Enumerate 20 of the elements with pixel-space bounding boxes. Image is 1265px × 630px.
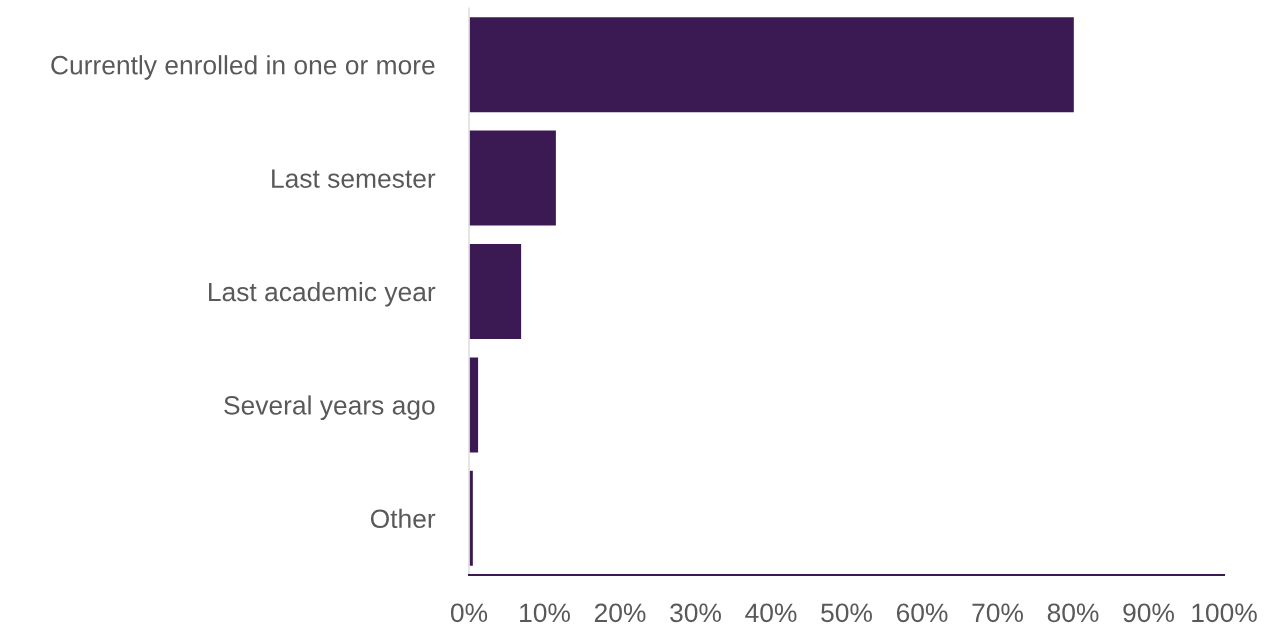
- x-tick-label: 20%: [594, 603, 646, 623]
- bar: [469, 242, 523, 341]
- x-tick-label: 70%: [972, 603, 1023, 623]
- x-tick-label: 0%: [450, 603, 488, 623]
- x-tick-label: 50%: [821, 603, 872, 623]
- bar: [469, 15, 1076, 114]
- x-tick-label: 30%: [670, 603, 721, 623]
- x-tick-label: 80%: [1047, 603, 1099, 623]
- bar: [469, 356, 480, 454]
- bar: [469, 129, 558, 227]
- y-tick-label: Other: [370, 508, 436, 529]
- x-tick-label: 40%: [745, 603, 797, 623]
- x-tick-label: 100%: [1192, 603, 1257, 623]
- y-tick-label: Several years ago: [224, 395, 435, 420]
- x-tick-label: 10%: [520, 603, 570, 623]
- y-tick-label: Last semester: [272, 169, 436, 188]
- x-tick-label: 90%: [1123, 603, 1174, 623]
- y-tick-label: Last academic year: [209, 281, 436, 307]
- y-tick-label: Currently enrolled in one or more: [51, 55, 435, 80]
- x-tick-label: 60%: [896, 603, 948, 623]
